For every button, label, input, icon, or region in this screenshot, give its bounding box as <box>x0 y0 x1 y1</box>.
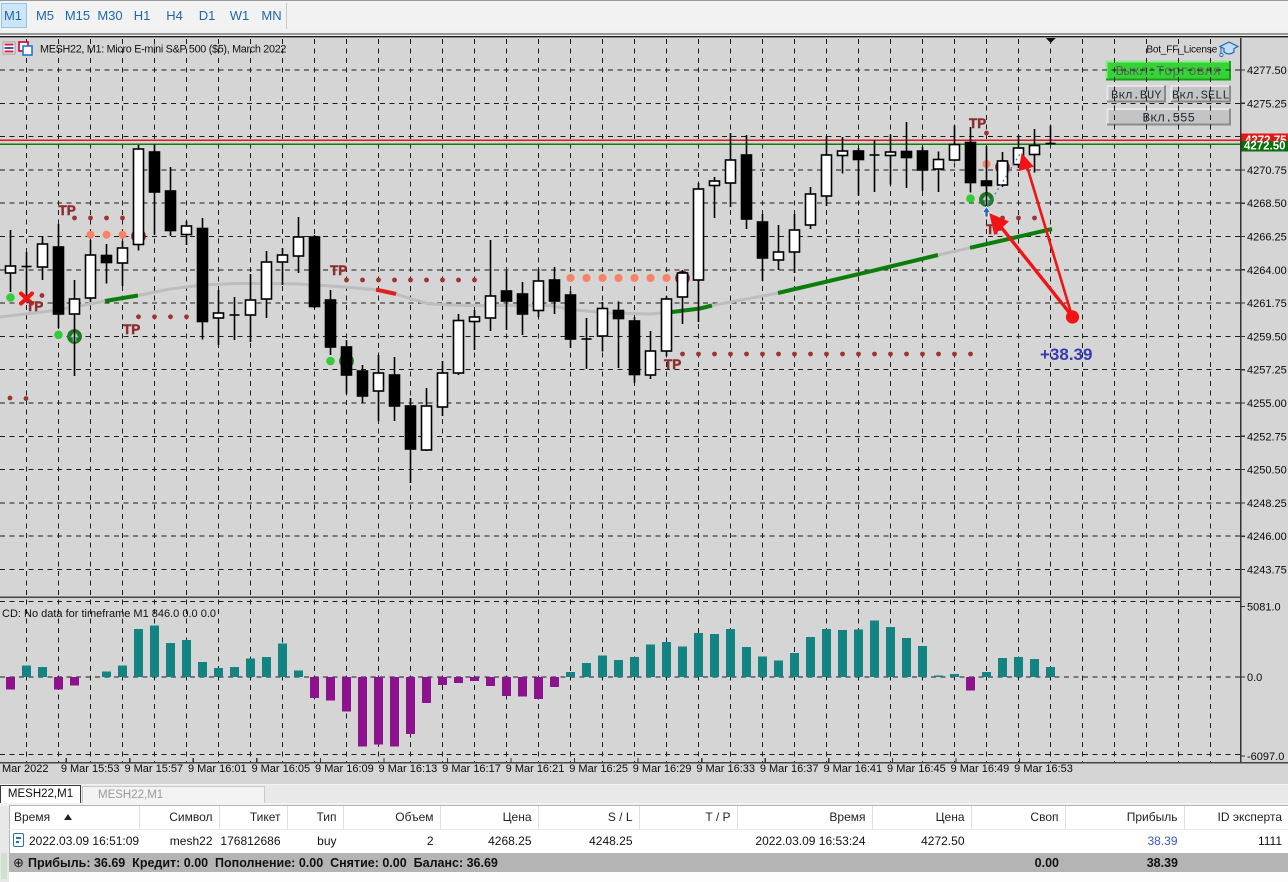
svg-text:9 Mar 16:53: 9 Mar 16:53 <box>1014 763 1073 775</box>
svg-text:TP: TP <box>59 203 76 218</box>
svg-text:4272.50: 4272.50 <box>1244 141 1286 153</box>
svg-text:TP: TP <box>969 116 986 131</box>
svg-text:9 Mar 16:21: 9 Mar 16:21 <box>506 763 565 775</box>
svg-text:4266.25: 4266.25 <box>1247 232 1287 244</box>
svg-text:4272.75: 4272.75 <box>1245 135 1287 147</box>
svg-text:9 Mar 16:13: 9 Mar 16:13 <box>379 763 438 775</box>
svg-text:9 Mar 16:37: 9 Mar 16:37 <box>760 763 819 775</box>
svg-text:Вкл.555: Вкл.555 <box>1142 111 1195 125</box>
svg-text:TP: TP <box>664 357 681 372</box>
svg-text:9 Mar 16:29: 9 Mar 16:29 <box>633 763 692 775</box>
svg-text:9 Mar 16:45: 9 Mar 16:45 <box>887 763 946 775</box>
svg-text:4268.50: 4268.50 <box>1247 198 1287 210</box>
svg-text:4261.75: 4261.75 <box>1247 298 1287 310</box>
svg-text:4250.50: 4250.50 <box>1247 465 1287 477</box>
svg-text:9 Mar 16:09: 9 Mar 16:09 <box>315 763 374 775</box>
svg-text:TP: TP <box>26 299 43 314</box>
svg-text:4248.25: 4248.25 <box>1247 498 1287 510</box>
svg-text:Вкл.BUY: Вкл.BUY <box>1111 88 1161 102</box>
svg-text:5081.0: 5081.0 <box>1247 602 1281 614</box>
svg-text:Вкл.SELL: Вкл.SELL <box>1172 88 1230 102</box>
svg-text:4259.50: 4259.50 <box>1247 331 1287 343</box>
svg-text:4270.75: 4270.75 <box>1247 165 1287 177</box>
svg-text:9 Mar 16:05: 9 Mar 16:05 <box>251 763 310 775</box>
svg-text:TP: TP <box>123 322 140 337</box>
svg-text:4255.00: 4255.00 <box>1247 398 1287 410</box>
svg-text:Выкл:Торговля: Выкл:Торговля <box>1116 65 1221 80</box>
svg-text:9 Mar 15:57: 9 Mar 15:57 <box>124 763 183 775</box>
svg-text:MESH22, M1: Micro E-mini S&P: MESH22, M1: Micro E-mini S&P 500 ($5), M… <box>40 44 286 56</box>
svg-text:4257.25: 4257.25 <box>1247 365 1287 377</box>
svg-text:9 Mar 16:17: 9 Mar 16:17 <box>442 763 501 775</box>
svg-text:9 Mar 15:53: 9 Mar 15:53 <box>61 763 120 775</box>
svg-text:9 Mar 16:41: 9 Mar 16:41 <box>823 763 882 775</box>
svg-text:Bot_FF_License: Bot_FF_License <box>1146 45 1217 56</box>
svg-text:Mar 2022: Mar 2022 <box>2 763 48 775</box>
svg-text:9 Mar 16:01: 9 Mar 16:01 <box>188 763 247 775</box>
svg-text:4275.25: 4275.25 <box>1247 98 1287 110</box>
svg-text:9 Mar 16:25: 9 Mar 16:25 <box>569 763 628 775</box>
svg-text:0.0: 0.0 <box>1247 672 1262 684</box>
svg-text:TP: TP <box>330 263 347 278</box>
svg-text:4243.75: 4243.75 <box>1247 565 1287 577</box>
svg-text:4277.50: 4277.50 <box>1247 65 1287 77</box>
svg-text:+38.39: +38.39 <box>1040 345 1092 364</box>
svg-text:CD: No data for timeframe M1 8: CD: No data for timeframe M1 846.0 0.0 0… <box>2 608 216 620</box>
svg-text:4246.00: 4246.00 <box>1247 531 1287 543</box>
svg-text:9 Mar 16:49: 9 Mar 16:49 <box>951 763 1010 775</box>
svg-text:9 Mar 16:33: 9 Mar 16:33 <box>696 763 755 775</box>
svg-text:4252.75: 4252.75 <box>1247 431 1287 443</box>
svg-text:4264.00: 4264.00 <box>1247 265 1287 277</box>
svg-text:-6097.0: -6097.0 <box>1247 751 1284 763</box>
